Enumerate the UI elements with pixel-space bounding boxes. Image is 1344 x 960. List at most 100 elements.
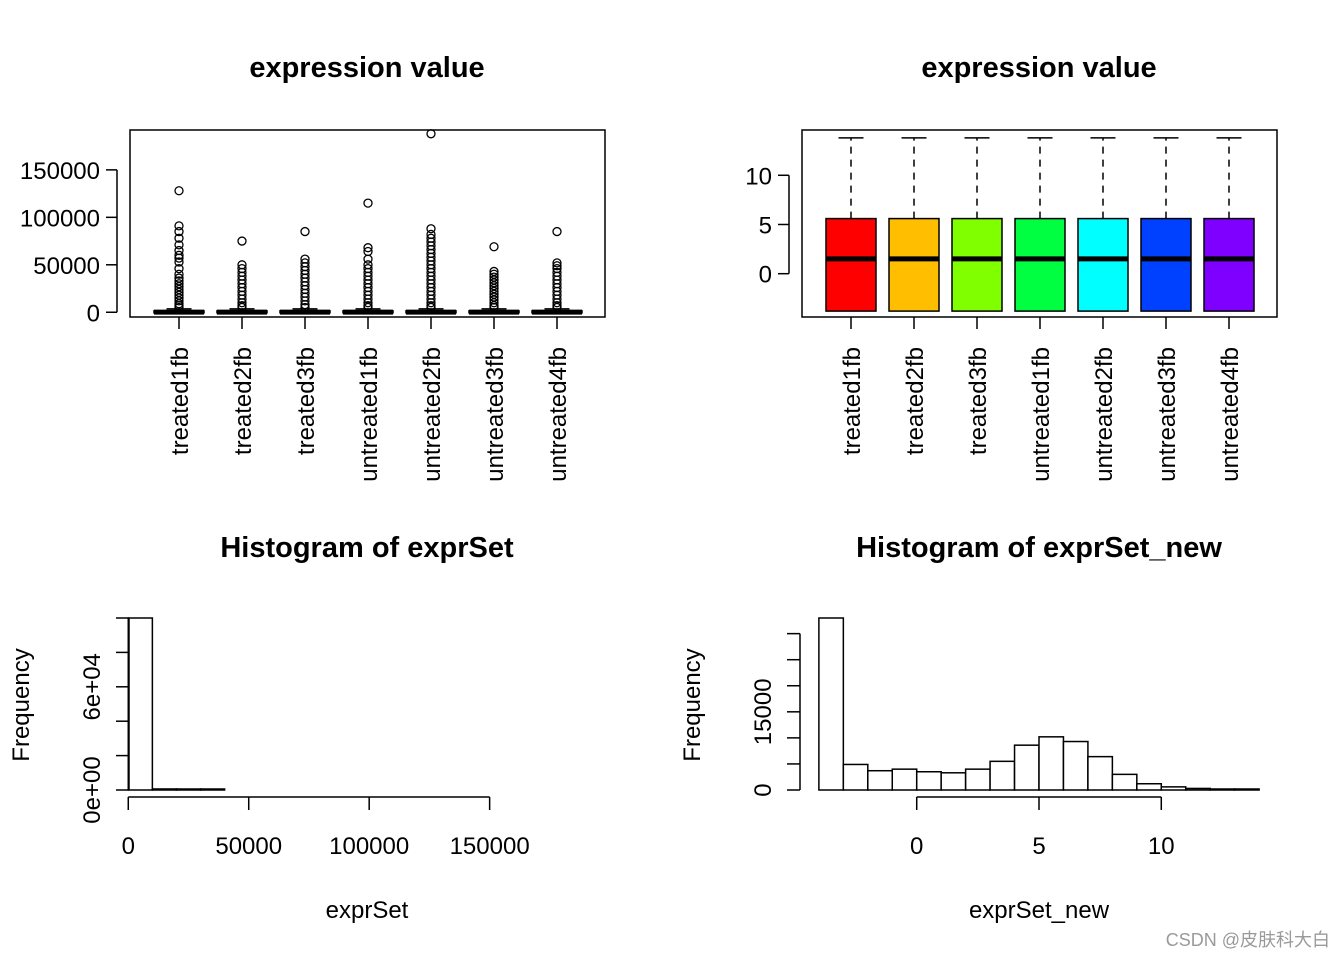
hist-raw-x-tick-label: 100000 <box>329 833 409 860</box>
hist-log-x-label: exprSet_new <box>969 897 1110 924</box>
boxplot-log-title: expression value <box>921 52 1156 84</box>
boxplot-log-box <box>1077 217 1129 312</box>
boxplot-raw-outlier <box>174 263 184 274</box>
hist-raw-bar <box>199 788 226 791</box>
boxplot-log-x-tick-label: untreated3fb <box>1154 347 1181 482</box>
hist-raw-title: Histogram of exprSet <box>220 532 514 564</box>
boxplot-raw-outlier <box>174 221 184 231</box>
hist-raw-bar <box>175 788 202 791</box>
watermark: CSDN @皮肤科大白 <box>1165 930 1330 950</box>
boxplot-log-y-tick-label: 10 <box>745 163 772 190</box>
hist-log-y-label: Frequency <box>679 648 706 761</box>
boxplot-raw-outlier <box>174 240 184 250</box>
boxplot-raw-outlier <box>237 302 247 313</box>
boxplot-log-box <box>951 217 1003 312</box>
boxplot-raw-outlier <box>489 298 499 308</box>
hist-raw-x-label: exprSet <box>326 897 409 924</box>
boxplot-raw-outlier <box>174 257 184 267</box>
boxplot-raw-outlier <box>174 253 184 263</box>
boxplot-raw-outlier <box>237 236 247 246</box>
boxplot-raw-outlier <box>552 226 562 237</box>
hist-log-bar <box>1111 773 1138 791</box>
boxplot-raw-outlier <box>489 302 499 313</box>
boxplot-log-x-tick-label: untreated1fb <box>1028 347 1055 482</box>
boxplot-raw-outlier <box>174 226 184 237</box>
hist-raw-y-tick-label: 6e+04 <box>79 653 106 720</box>
boxplot-raw-outlier <box>174 269 184 279</box>
boxplot-log-x-tick-label: treated3fb <box>965 347 992 455</box>
boxplot-raw-outlier <box>174 302 184 313</box>
boxplot-raw-outlier <box>300 302 310 313</box>
boxplot-raw-x-tick-label: untreated4fb <box>545 347 572 482</box>
boxplot-raw-outlier <box>300 300 310 310</box>
boxplot-raw-x-tick-label: untreated3fb <box>482 347 509 482</box>
hist-raw-x-tick-label: 50000 <box>215 833 282 860</box>
boxplot-raw-title: expression value <box>249 52 484 84</box>
boxplot-raw-outlier <box>363 298 373 308</box>
boxplot-raw-outlier <box>552 302 562 313</box>
hist-log-bar <box>1013 744 1040 791</box>
boxplot-raw-outlier <box>300 296 310 306</box>
boxplot-log-y-tick-label: 5 <box>759 212 772 239</box>
boxplot-raw-x-tick-label: treated3fb <box>293 347 320 455</box>
boxplot-log-x-tick-label: untreated2fb <box>1091 347 1118 482</box>
boxplot-raw-outlier <box>552 258 562 268</box>
boxplot-raw-outlier <box>237 298 247 308</box>
boxplot-raw-x-tick-label: untreated1fb <box>356 347 383 482</box>
boxplot-log-box <box>1140 217 1192 312</box>
hist-log-bar <box>1160 786 1187 791</box>
boxplot-raw-outlier <box>174 233 184 243</box>
boxplot-raw-outlier <box>174 250 184 260</box>
boxplot-raw-outlier <box>426 298 436 308</box>
hist-log-bar <box>1184 787 1211 791</box>
boxplot-raw-frame <box>129 129 606 318</box>
boxplot-raw-y-tick-label: 150000 <box>20 158 100 185</box>
boxplot-log-box <box>825 217 877 312</box>
boxplot-raw-y-tick-label: 50000 <box>33 253 100 280</box>
boxplot-raw-outlier <box>552 261 562 271</box>
boxplot-log-y-tick-label: 0 <box>759 262 772 289</box>
boxplot-raw-x-tick-label: treated2fb <box>230 347 257 455</box>
hist-raw-y-tick-label: 0e+00 <box>79 756 106 823</box>
boxplot-raw-x-tick-label: treated1fb <box>167 347 194 455</box>
hist-log-x-tick-label: 5 <box>1032 833 1045 860</box>
boxplot-raw-outlier <box>174 186 184 196</box>
hist-log-bar <box>1062 740 1089 791</box>
hist-log-bar <box>842 763 869 791</box>
hist-log-bar <box>989 760 1016 791</box>
hist-raw-bar <box>151 788 178 791</box>
boxplot-raw-outlier <box>174 296 184 306</box>
boxplot-raw-y-tick-label: 100000 <box>20 205 100 232</box>
hist-raw-x-tick-label: 0 <box>122 833 135 860</box>
boxplot-raw-outlier <box>552 298 562 308</box>
boxplot-raw-outlier <box>300 226 310 237</box>
hist-log-bar <box>1233 788 1260 791</box>
hist-raw-y-label: Frequency <box>8 648 35 761</box>
boxplot-raw-outlier <box>426 302 436 313</box>
boxplot-log-x-tick-label: untreated4fb <box>1217 347 1244 482</box>
hist-raw-x-tick-label: 150000 <box>450 833 530 860</box>
hist-log-bar <box>891 768 918 791</box>
boxplot-raw-outlier <box>489 242 499 252</box>
boxplot-log-box <box>888 217 940 312</box>
hist-raw-bar <box>127 617 154 791</box>
boxplot-raw-outlier <box>426 129 436 139</box>
hist-log-bar <box>1209 788 1236 791</box>
hist-log-bar <box>964 768 991 791</box>
boxplot-log-box <box>1014 217 1066 312</box>
hist-log-bar <box>940 772 967 791</box>
boxplot-log-x-tick-label: treated2fb <box>902 347 929 455</box>
hist-log-bar <box>1038 736 1065 791</box>
hist-log-x-tick-label: 0 <box>910 833 923 860</box>
hist-log-y-tick-label: 15000 <box>750 678 777 745</box>
hist-log-bar <box>867 769 894 791</box>
boxplot-raw-outlier <box>363 243 373 253</box>
boxplot-raw-outlier <box>363 254 373 264</box>
boxplot-raw-outlier <box>363 198 373 208</box>
hist-log-title: Histogram of exprSet_new <box>856 532 1222 564</box>
boxplot-raw-outlier <box>363 302 373 313</box>
boxplot-raw-y-tick-label: 0 <box>87 300 100 327</box>
hist-log-x-tick-label: 10 <box>1148 833 1175 860</box>
boxplot-raw-outlier <box>426 224 436 234</box>
